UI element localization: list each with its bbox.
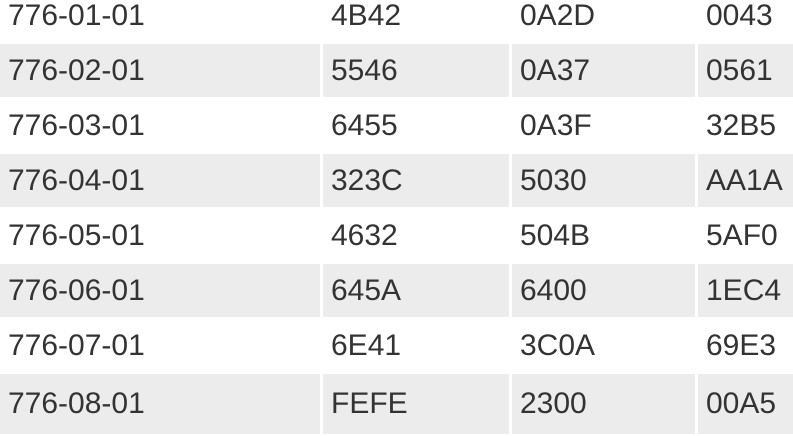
table-cell-value-1: 6455 [323, 99, 509, 152]
table-cell-id: 776-05-01 [0, 209, 320, 262]
table-cell-value-1: 6E41 [323, 319, 509, 372]
table-cell-value-1: 323C [323, 154, 509, 207]
table-cell-id: 776-01-01 [0, 0, 320, 42]
table-cell-id: 776-03-01 [0, 99, 320, 152]
table-row: 776-03-01 6455 0A3F 32B5 [0, 99, 793, 152]
table-cell-id: 776-04-01 [0, 154, 320, 207]
table-cell-value-3: 69E3 [698, 319, 793, 372]
table-cell-value-2: 0A37 [512, 44, 695, 97]
table-row: 776-06-01 645A 6400 1EC4 [0, 264, 793, 317]
table-cell-id: 776-06-01 [0, 264, 320, 317]
table-row: 776-01-01 4B42 0A2D 0043 [0, 0, 793, 42]
table-cell-value-2: 0A2D [512, 0, 695, 42]
table-cell-value-3: 0561 [698, 44, 793, 97]
table-cell-value-3: 1EC4 [698, 264, 793, 317]
table-row: 776-04-01 323C 5030 AA1A [0, 154, 793, 207]
table-cell-id: 776-07-01 [0, 319, 320, 372]
table-cell-value-1: 645A [323, 264, 509, 317]
table-cell-value-3: 5AF0 [698, 209, 793, 262]
table-cell-value-1: 4B42 [323, 0, 509, 42]
table-cell-value-3: 32B5 [698, 99, 793, 152]
table-cell-value-2: 504B [512, 209, 695, 262]
table-cell-value-2: 5030 [512, 154, 695, 207]
table-cell-value-1: FEFE [323, 374, 509, 434]
table-row: 776-02-01 5546 0A37 0561 [0, 44, 793, 97]
table-cell-value-3: AA1A [698, 154, 793, 207]
table-cell-id: 776-08-01 [0, 374, 320, 434]
table-cell-value-3: 00A5 [698, 374, 793, 434]
table-row: 776-05-01 4632 504B 5AF0 [0, 209, 793, 262]
table-cell-value-1: 4632 [323, 209, 509, 262]
table-cell-value-2: 2300 [512, 374, 695, 434]
table-cell-value-2: 3C0A [512, 319, 695, 372]
table-cell-value-3: 0043 [698, 0, 793, 42]
table-row: 776-08-01 FEFE 2300 00A5 [0, 374, 793, 434]
table-cell-value-1: 5546 [323, 44, 509, 97]
table-row: 776-07-01 6E41 3C0A 69E3 [0, 319, 793, 372]
table-cell-value-2: 6400 [512, 264, 695, 317]
table-cell-value-2: 0A3F [512, 99, 695, 152]
table-cell-id: 776-02-01 [0, 44, 320, 97]
